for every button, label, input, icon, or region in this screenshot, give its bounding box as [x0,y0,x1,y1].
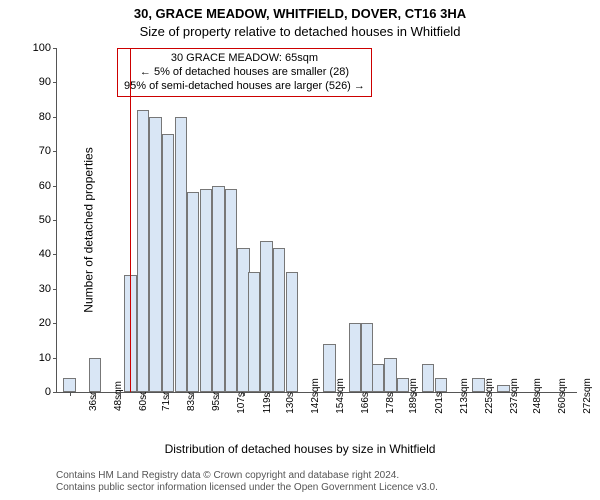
histogram-bar [260,241,272,392]
plot-area: 30 GRACE MEADOW: 65sqm ← 5% of detached … [56,48,577,393]
histogram-bar [472,378,484,392]
histogram-bar [225,189,237,392]
histogram-bar [323,344,335,392]
histogram-bar [89,358,101,392]
histogram-bar [187,192,199,392]
title-sub: Size of property relative to detached ho… [0,24,600,39]
annotation-line1: 30 GRACE MEADOW: 65sqm [124,52,365,66]
ytick-mark [53,48,57,49]
ytick-label: 100 [33,42,51,54]
footer-line1: Contains HM Land Registry data © Crown c… [56,470,438,482]
ytick-label: 60 [39,180,51,192]
ytick-mark [53,220,57,221]
chart-container: 30, GRACE MEADOW, WHITFIELD, DOVER, CT16… [0,0,600,500]
ytick-label: 90 [39,76,51,88]
histogram-bar [372,364,384,392]
histogram-bar [63,378,75,392]
ytick-mark [53,117,57,118]
histogram-bar [175,117,187,392]
ytick-mark [53,82,57,83]
histogram-bar [200,189,212,392]
histogram-bar [212,186,224,392]
ytick-label: 70 [39,145,51,157]
histogram-bar [397,378,409,392]
ytick-mark [53,186,57,187]
ytick-mark [53,358,57,359]
ytick-label: 10 [39,352,51,364]
histogram-bar [435,378,447,392]
histogram-bar [422,364,434,392]
ytick-label: 30 [39,283,51,295]
annotation-box: 30 GRACE MEADOW: 65sqm ← 5% of detached … [117,48,372,97]
ytick-label: 50 [39,214,51,226]
ytick-mark [53,254,57,255]
histogram-bar [137,110,149,392]
ytick-label: 0 [45,386,51,398]
ytick-label: 80 [39,111,51,123]
histogram-bar [349,323,361,392]
ytick-mark [53,289,57,290]
ytick-label: 40 [39,248,51,260]
xtick-label: 272sqm [564,378,593,414]
x-axis-label: Distribution of detached houses by size … [0,442,600,456]
histogram-bar [497,385,509,392]
title-main: 30, GRACE MEADOW, WHITFIELD, DOVER, CT16… [0,6,600,21]
annotation-line3: 95% of semi-detached houses are larger (… [124,80,365,94]
histogram-bar [286,272,298,392]
annotation-line2: ← 5% of detached houses are smaller (28) [124,66,365,80]
histogram-bar [384,358,396,392]
ytick-label: 20 [39,317,51,329]
histogram-bar [273,248,285,392]
histogram-bar [248,272,260,392]
ytick-mark [53,151,57,152]
footer-attribution: Contains HM Land Registry data © Crown c… [56,470,438,494]
property-marker-line [130,48,131,392]
ytick-mark [53,323,57,324]
footer-line2: Contains public sector information licen… [56,482,438,494]
histogram-bar [162,134,174,392]
histogram-bar [149,117,161,392]
ytick-mark [53,392,57,393]
